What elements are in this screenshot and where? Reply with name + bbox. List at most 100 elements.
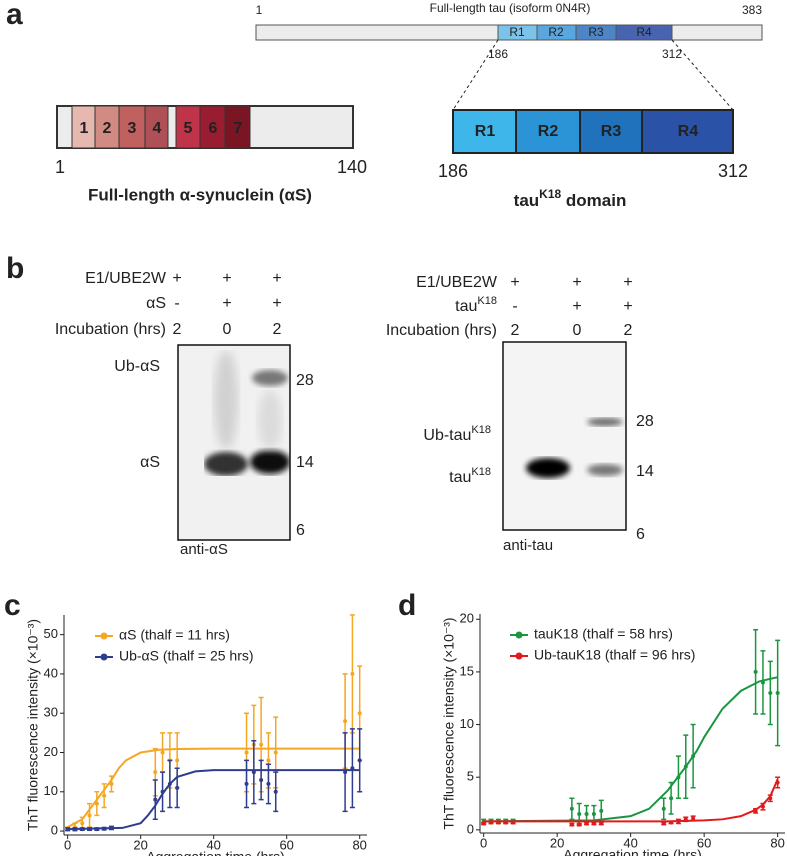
data-point <box>683 817 688 822</box>
antibody-label: anti-αS <box>180 541 228 558</box>
lane-value: + <box>222 295 231 312</box>
band <box>250 450 290 474</box>
x-tick-label: 0 <box>64 837 71 852</box>
data-point <box>65 827 70 832</box>
data-point <box>102 793 107 798</box>
mw-marker: 14 <box>296 454 314 471</box>
y-tick-label: 30 <box>44 705 58 720</box>
data-point <box>569 806 574 811</box>
band-label: Ub-tauK18 <box>423 424 491 444</box>
y-axis-label: ThT fluorescence intensity (×10⁻³) <box>25 619 41 831</box>
data-point <box>661 806 666 811</box>
data-point <box>175 785 180 790</box>
data-point <box>591 821 596 826</box>
legend-marker <box>100 653 108 661</box>
lane-value: + <box>510 274 519 291</box>
repeat-box <box>641 109 734 154</box>
k18-title-sup: K18 <box>539 187 561 201</box>
tau-title: Full-length tau (isoform 0N4R) <box>430 1 591 15</box>
mw-marker: 28 <box>636 413 654 430</box>
legend-label: αS (thalf = 11 hrs) <box>119 627 230 643</box>
fit-line <box>483 676 778 823</box>
segment <box>224 105 251 149</box>
data-point <box>273 750 278 755</box>
data-point <box>599 808 604 813</box>
data-point <box>775 780 780 785</box>
lane-value: - <box>512 298 517 315</box>
data-point <box>489 820 494 825</box>
data-point <box>661 821 666 826</box>
legend-label: tauK18 (thalf = 58 hrs) <box>534 626 673 642</box>
smear <box>214 350 238 450</box>
repeat-label: R1 <box>509 25 525 39</box>
segment <box>144 105 169 149</box>
band-label-base: Ub-tau <box>423 427 471 444</box>
y-tick-label: 10 <box>460 716 474 731</box>
legend-marker <box>515 631 523 639</box>
data-point <box>160 789 165 794</box>
data-point <box>481 821 486 826</box>
lane-value: 2 <box>624 322 633 339</box>
repeat-box <box>515 109 581 154</box>
segment-label: 3 <box>128 120 137 137</box>
x-tick-label: 80 <box>770 835 784 850</box>
segment-label: 5 <box>184 120 193 137</box>
segment-label: 6 <box>209 120 218 137</box>
k18-title: tauK18 domain <box>514 187 627 210</box>
lane-value: 0 <box>573 322 582 339</box>
band <box>587 418 623 426</box>
x-axis-label: Aggregation time (hrs) <box>146 849 285 856</box>
data-point <box>683 764 688 769</box>
data-point <box>669 820 674 825</box>
data-point <box>753 808 758 813</box>
y-tick-label: 5 <box>467 769 474 784</box>
band-label: Ub-αS <box>114 358 160 375</box>
legend-label: Ub-αS (thalf = 25 hrs) <box>119 648 254 664</box>
data-point <box>273 789 278 794</box>
x-tick-label: 0 <box>480 835 487 850</box>
k18-start: 186 <box>438 161 468 181</box>
repeat-label: R1 <box>475 123 496 140</box>
antibody-label: anti-tau <box>503 537 553 554</box>
data-point <box>584 812 589 817</box>
data-point <box>87 813 92 818</box>
data-point <box>357 758 362 763</box>
data-point <box>259 778 264 782</box>
row-label-sup: K18 <box>477 295 497 307</box>
y-tick-label: 10 <box>44 783 58 798</box>
repeat-label: R4 <box>636 25 652 39</box>
segment-label: 1 <box>80 120 89 137</box>
zoom-line <box>671 39 734 111</box>
data-point <box>676 775 681 780</box>
repeat-box <box>615 24 673 41</box>
y-tick-label: 20 <box>460 611 474 626</box>
band-label: tauK18 <box>449 466 491 486</box>
data-point <box>691 754 696 759</box>
x-tick-label: 20 <box>550 835 564 850</box>
data-point <box>511 820 516 825</box>
mw-marker: 14 <box>636 463 654 480</box>
asyn-start: 1 <box>55 157 65 177</box>
mw-marker: 6 <box>636 526 645 543</box>
k18-title-rest: domain <box>561 191 626 210</box>
segment <box>94 105 120 149</box>
x-tick-label: 20 <box>133 837 147 852</box>
repeat-label: R3 <box>601 123 622 140</box>
repeat-box <box>579 109 643 154</box>
data-point <box>577 822 582 827</box>
data-point <box>591 812 596 817</box>
lane-value: + <box>623 298 632 315</box>
data-point <box>691 816 696 821</box>
data-point <box>80 821 85 826</box>
tau-end: 383 <box>742 3 762 17</box>
lane-value: + <box>172 270 181 287</box>
data-point <box>343 770 348 775</box>
data-point <box>160 750 165 755</box>
band <box>204 452 248 476</box>
data-point <box>496 820 501 825</box>
lane-value: 0 <box>223 321 232 338</box>
data-point <box>266 781 271 786</box>
data-point <box>153 770 158 775</box>
k18-title-base: tau <box>514 191 540 210</box>
mw-marker: 28 <box>296 372 314 389</box>
